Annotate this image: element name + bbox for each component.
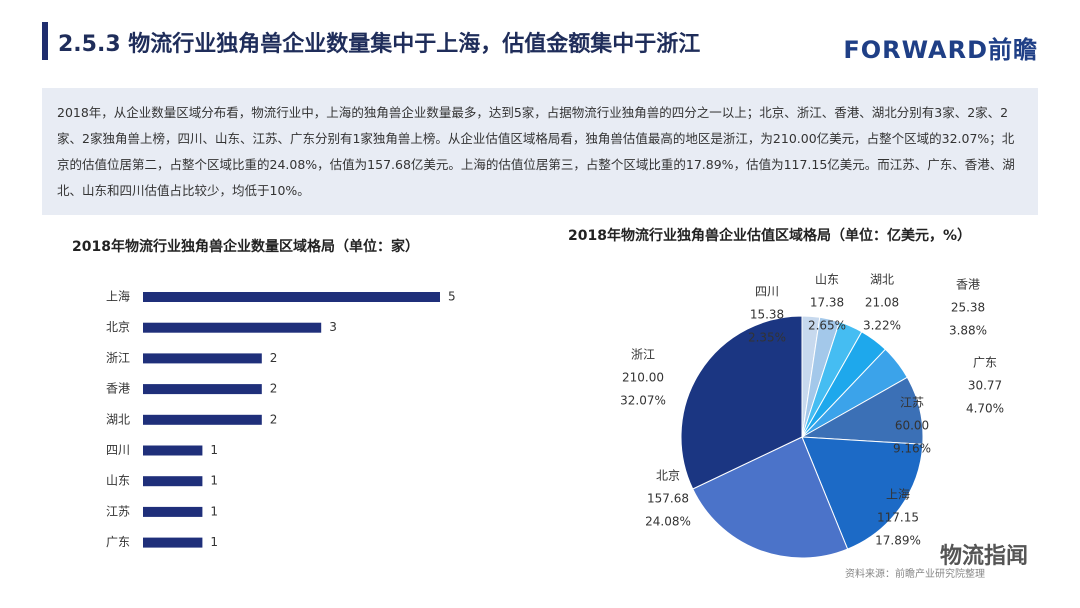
slice-label: 四川 <box>755 285 779 299</box>
share-label: 32.07% <box>620 394 666 408</box>
y-tick-label: 江苏 <box>106 504 130 518</box>
value-label: 17.38 <box>810 296 844 310</box>
share-label: 17.89% <box>875 534 921 548</box>
data-label: 1 <box>210 443 218 457</box>
y-tick-label: 广东 <box>106 535 130 549</box>
y-tick-label: 湖北 <box>106 411 130 426</box>
header-accent <box>42 22 48 60</box>
value-label: 210.00 <box>622 371 664 385</box>
bar <box>143 537 203 548</box>
slice-label: 湖北 <box>870 272 894 287</box>
bar <box>143 445 203 456</box>
bar <box>143 292 440 302</box>
data-label: 2 <box>270 351 278 365</box>
logo: FORWARD前瞻 <box>843 36 1038 64</box>
y-tick-label: 浙江 <box>106 351 130 365</box>
pie-slice <box>680 315 803 490</box>
pie-slice <box>692 436 849 559</box>
share-label: 2.65% <box>808 319 846 333</box>
share-label: 3.22% <box>863 319 901 333</box>
value-label: 25.38 <box>951 301 985 315</box>
data-label: 1 <box>210 504 218 518</box>
slice-label: 北京 <box>656 469 680 483</box>
summary-text: 2018年，从企业数量区域分布看，物流行业中，上海的独角兽企业数量最多，达到5家… <box>42 88 1038 215</box>
watermark: 物流指闻 <box>940 544 1029 569</box>
y-tick-label: 山东 <box>106 474 130 488</box>
bar <box>143 353 262 364</box>
value-label: 60.00 <box>895 419 929 433</box>
value-label: 117.15 <box>877 511 919 525</box>
data-label: 3 <box>329 320 337 334</box>
share-label: 9.16% <box>893 442 931 456</box>
data-label: 2 <box>270 412 278 426</box>
bar-chart-title: 2018年物流行业独角兽企业数量区域格局（单位：家） <box>72 238 419 255</box>
slice-label: 浙江 <box>631 348 655 362</box>
source-note: 资料来源：前瞻产业研究院整理 <box>845 569 985 580</box>
bar <box>143 476 203 487</box>
value-label: 21.08 <box>865 296 899 310</box>
data-label: 5 <box>448 290 456 304</box>
bar <box>143 414 262 425</box>
y-tick-label: 四川 <box>106 443 130 457</box>
data-label: 1 <box>210 474 218 488</box>
share-label: 24.08% <box>645 515 691 529</box>
slice-label: 广东 <box>973 356 997 370</box>
y-tick-label: 北京 <box>106 320 130 334</box>
bar <box>143 322 322 333</box>
slice-label: 上海 <box>886 487 910 502</box>
pie-chart-title: 2018年物流行业独角兽企业估值区域格局（单位：亿美元，%） <box>568 228 971 244</box>
y-tick-label: 上海 <box>106 289 130 304</box>
slice-label: 江苏 <box>900 396 924 410</box>
value-label: 157.68 <box>647 492 689 506</box>
bar <box>143 506 203 517</box>
slide-title: 2.5.3 物流行业独角兽企业数量集中于上海，估值金额集中于浙江 <box>58 32 701 57</box>
bar <box>143 384 262 395</box>
slice-label: 香港 <box>956 278 980 292</box>
data-label: 1 <box>210 535 218 549</box>
y-tick-label: 香港 <box>106 382 130 396</box>
share-label: 2.35% <box>748 331 786 345</box>
value-label: 15.38 <box>750 308 784 322</box>
pie-title-box: 2018年物流行业独角兽企业估值区域格局（单位：亿美元，%） <box>568 228 971 244</box>
data-label: 2 <box>270 382 278 396</box>
pie-slice <box>801 436 924 550</box>
share-label: 4.70% <box>966 402 1004 416</box>
value-label: 30.77 <box>968 379 1002 393</box>
share-label: 3.88% <box>949 324 987 338</box>
slice-label: 山东 <box>815 273 839 287</box>
